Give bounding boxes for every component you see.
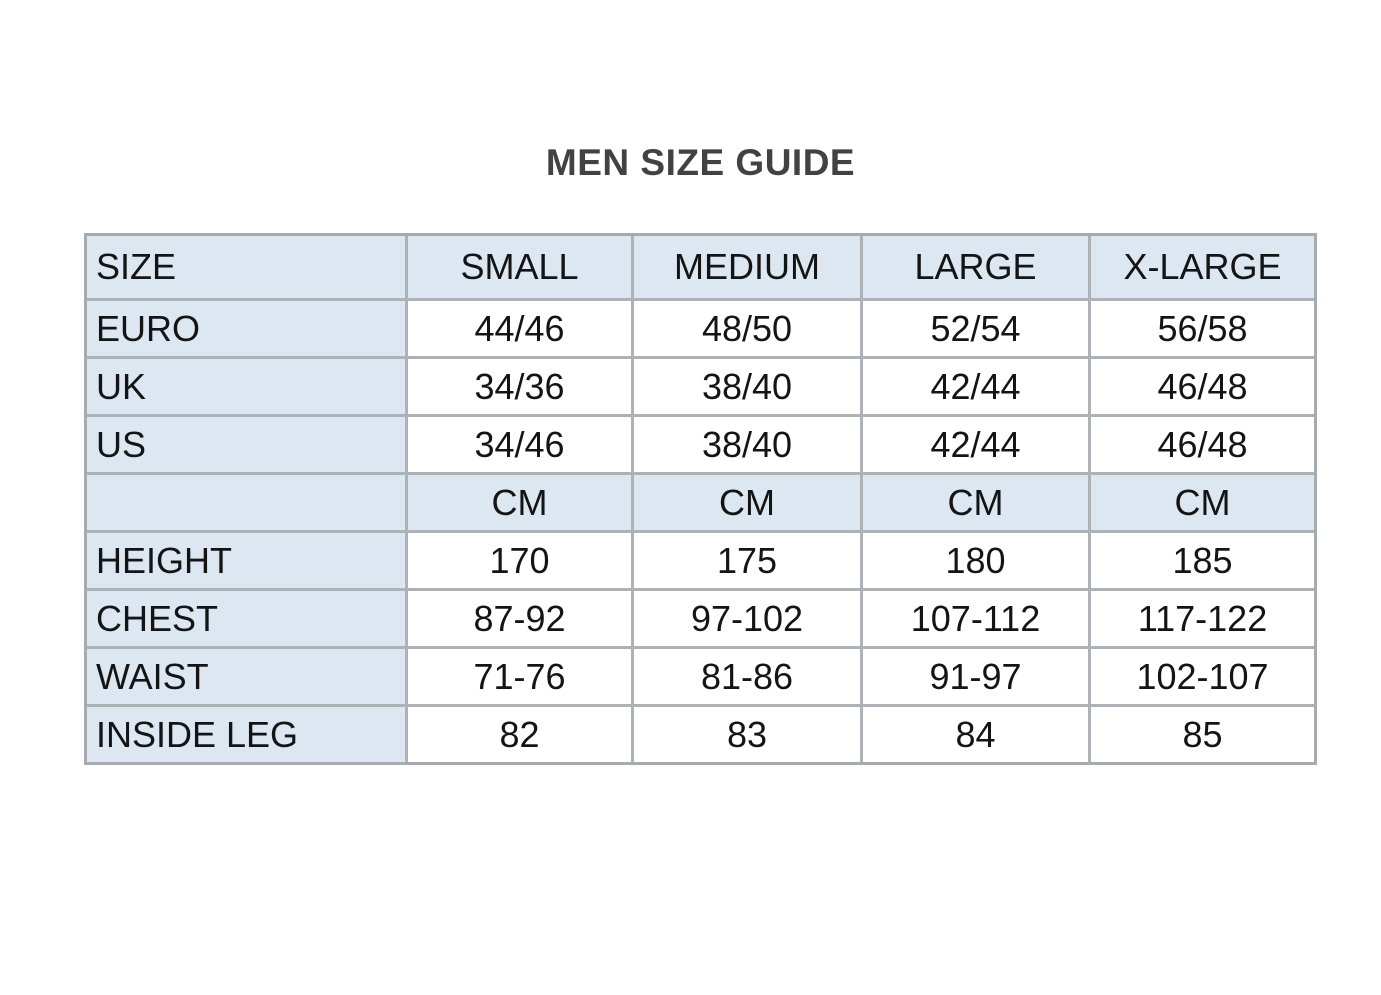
cell-units-x-large: CM bbox=[1091, 475, 1314, 530]
cell-inside-leg-medium: 83 bbox=[634, 707, 860, 762]
column-header-x-large: X-LARGE bbox=[1091, 236, 1314, 298]
cell-uk-medium: 38/40 bbox=[634, 359, 860, 414]
cell-euro-large: 52/54 bbox=[863, 301, 1088, 356]
cell-chest-medium: 97-102 bbox=[634, 591, 860, 646]
column-header-size: SIZE bbox=[87, 236, 405, 298]
cell-units-large: CM bbox=[863, 475, 1088, 530]
column-header-medium: MEDIUM bbox=[634, 236, 860, 298]
cell-units-small: CM bbox=[408, 475, 631, 530]
cell-uk-small: 34/36 bbox=[408, 359, 631, 414]
cell-inside-leg-small: 82 bbox=[408, 707, 631, 762]
cell-height-large: 180 bbox=[863, 533, 1088, 588]
size-guide-table: SIZE SMALL MEDIUM LARGE X-LARGE EURO 44/… bbox=[84, 233, 1317, 765]
cell-inside-leg-large: 84 bbox=[863, 707, 1088, 762]
cell-height-medium: 175 bbox=[634, 533, 860, 588]
column-header-large: LARGE bbox=[863, 236, 1088, 298]
cell-inside-leg-x-large: 85 bbox=[1091, 707, 1314, 762]
cell-uk-large: 42/44 bbox=[863, 359, 1088, 414]
cell-waist-small: 71-76 bbox=[408, 649, 631, 704]
cell-us-x-large: 46/48 bbox=[1091, 417, 1314, 472]
row-label-units-blank bbox=[87, 475, 405, 530]
cell-chest-x-large: 117-122 bbox=[1091, 591, 1314, 646]
cell-us-large: 42/44 bbox=[863, 417, 1088, 472]
row-label-chest: CHEST bbox=[87, 591, 405, 646]
column-header-small: SMALL bbox=[408, 236, 631, 298]
cell-waist-large: 91-97 bbox=[863, 649, 1088, 704]
row-label-euro: EURO bbox=[87, 301, 405, 356]
cell-chest-small: 87-92 bbox=[408, 591, 631, 646]
cell-uk-x-large: 46/48 bbox=[1091, 359, 1314, 414]
cell-us-small: 34/46 bbox=[408, 417, 631, 472]
cell-euro-small: 44/46 bbox=[408, 301, 631, 356]
row-label-inside-leg: INSIDE LEG bbox=[87, 707, 405, 762]
cell-chest-large: 107-112 bbox=[863, 591, 1088, 646]
cell-height-small: 170 bbox=[408, 533, 631, 588]
cell-us-medium: 38/40 bbox=[634, 417, 860, 472]
row-label-waist: WAIST bbox=[87, 649, 405, 704]
row-label-us: US bbox=[87, 417, 405, 472]
cell-waist-medium: 81-86 bbox=[634, 649, 860, 704]
cell-height-x-large: 185 bbox=[1091, 533, 1314, 588]
page-title: MEN SIZE GUIDE bbox=[545, 142, 856, 183]
cell-euro-medium: 48/50 bbox=[634, 301, 860, 356]
cell-units-medium: CM bbox=[634, 475, 860, 530]
row-label-height: HEIGHT bbox=[87, 533, 405, 588]
cell-waist-x-large: 102-107 bbox=[1091, 649, 1314, 704]
row-label-uk: UK bbox=[87, 359, 405, 414]
cell-euro-x-large: 56/58 bbox=[1091, 301, 1314, 356]
